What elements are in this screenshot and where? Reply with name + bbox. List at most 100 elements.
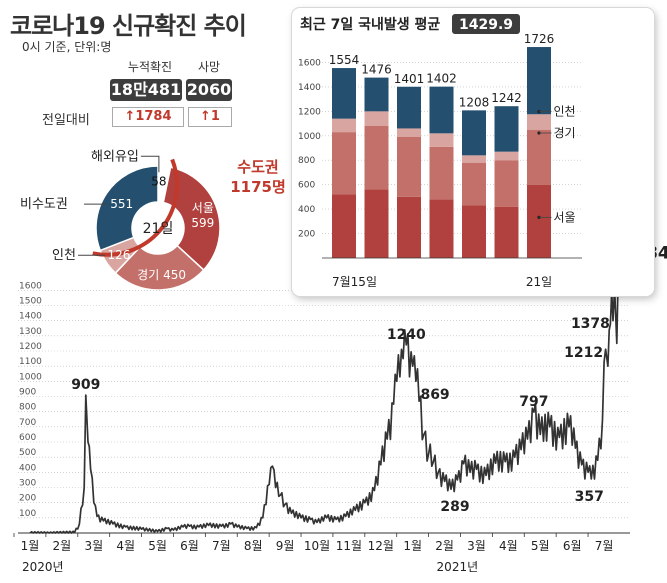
x-tick-label: 1월 (403, 539, 422, 553)
x-tick-label: 12월 (368, 539, 394, 553)
bar-segment (462, 205, 486, 258)
bar-segment (429, 146, 454, 200)
y-tick-label: 1400 (19, 312, 42, 322)
slice-label: 서울 (192, 201, 214, 215)
y-tick-label: 700 (19, 418, 36, 428)
bar-total-label: 1402 (426, 72, 457, 86)
slice-value: 126 (108, 248, 131, 262)
recent-7day-bar-chart: 최근 7일 국내발생 평균 1429.9 200 400 600 800 1000 1200 1… (298, 14, 582, 289)
cumulative-delta: ↑1784 (112, 107, 184, 127)
y-tick-label: 1500 (19, 297, 42, 307)
x-tick-label: 4월 (499, 539, 518, 553)
bar-total-label: 1208 (459, 95, 490, 109)
y-tick-label: 1600 (19, 281, 42, 291)
bar-segment (527, 114, 551, 130)
x-tick-label: 8월 (244, 539, 263, 553)
bar-segment (527, 184, 551, 258)
average-pill (452, 14, 520, 34)
x-tick-label: 6월 (180, 539, 199, 553)
chart-title: 코로나19 신규확진 추이 (10, 6, 247, 41)
bar-total-label: 1554 (329, 53, 360, 67)
bar-segment (397, 128, 421, 137)
capital-area-ring (92, 158, 179, 257)
bar-segment (494, 106, 519, 152)
bar-total-label: 1401 (394, 72, 425, 86)
y-tick-label: 1000 (19, 372, 42, 382)
x-tick-label: 21일 (526, 275, 552, 289)
leader-line (140, 155, 160, 173)
bar-segment (494, 151, 519, 161)
bar-segment (332, 68, 356, 119)
y-tick-label: 1300 (19, 327, 42, 337)
slice-label: 비수도권 (20, 197, 68, 212)
x-tick-label: 9월 (276, 539, 295, 553)
y-tick-label: 400 (19, 463, 36, 473)
bar-total-label: 1476 (361, 63, 392, 77)
x-tick-label: 2월 (435, 539, 454, 553)
y-tick-label: 800 (298, 156, 315, 166)
slice-label: 해외유입 (91, 149, 139, 164)
bar-segment (397, 86, 421, 129)
subtitle: 0시 기준, 단위:명 (22, 40, 112, 54)
bar-segment (364, 126, 389, 190)
y-tick-label: 400 (298, 205, 315, 215)
bar-segment (332, 118, 356, 133)
year-label: 2021년 (437, 560, 479, 574)
bar-total-label: 1242 (491, 91, 522, 105)
x-tick-label: 5월 (531, 539, 550, 553)
slice-value: 599 (191, 216, 214, 230)
y-tick-label: 1600 (298, 58, 321, 68)
title-main: 신규확진 추이 (112, 12, 247, 40)
data-label: 869 (420, 387, 449, 403)
y-tick-label: 300 (19, 479, 36, 489)
data-label: 1212 (564, 345, 603, 361)
bar-segment (397, 196, 421, 258)
x-tick-label: 1월 (21, 539, 40, 553)
x-tick-label: 3월 (467, 539, 486, 553)
cumulative-label: 누적확진 (127, 60, 173, 74)
bar-total-label: 1726 (524, 32, 555, 46)
x-tick-label: 10월 (304, 539, 330, 553)
x-tick-label: 7월15일 (332, 275, 377, 289)
x-tick-label: 7월 (595, 539, 614, 553)
recent-7day-panel: 최근 7일 국내발생 평균 1429.9 200 400 600 800 1000 1200 1… (292, 8, 654, 296)
capital-label: 수도권 (237, 158, 278, 176)
y-tick-label: 500 (19, 448, 36, 458)
bar-segment (364, 189, 389, 258)
x-tick-label: 5월 (148, 539, 167, 553)
bar-segment (462, 155, 486, 163)
y-tick-label: 1100 (19, 357, 42, 367)
data-label: 797 (519, 394, 548, 410)
legend-label: 서울 (554, 210, 576, 224)
bar-segment (429, 86, 454, 134)
average-value: 1429.9 (459, 17, 513, 33)
legend-label: 경기 (554, 126, 576, 140)
data-label: 909 (71, 377, 100, 393)
bar-segment (429, 133, 454, 147)
y-tick-label: 600 (19, 433, 36, 443)
inset-title: 최근 7일 국내발생 평균 (300, 16, 440, 33)
deaths-delta: ↑1 (188, 107, 232, 127)
slice-label: 경기 450 (137, 268, 186, 282)
y-tick-label: 800 (19, 403, 36, 413)
x-tick-label: 2월 (53, 539, 72, 553)
deaths-value: 2060 (186, 79, 232, 101)
bar-segment (462, 162, 486, 206)
x-tick-label: 4월 (116, 539, 135, 553)
cumulative-value: 18만481 (110, 79, 182, 101)
bar-segment (527, 47, 551, 115)
donut-slice (114, 244, 205, 290)
y-tick-label: 900 (19, 388, 36, 398)
deaths-label: 사망 (197, 60, 221, 74)
y-tick-label: 1200 (19, 342, 42, 352)
slice-value: 58 (151, 174, 166, 188)
y-tick-label: 100 (19, 509, 36, 519)
bar-segment (332, 194, 356, 258)
title-prefix: 코로나19 (10, 12, 112, 40)
bar-segment (332, 132, 356, 195)
data-label: 1240 (387, 327, 426, 343)
bar-segment (364, 111, 389, 126)
y-tick-label: 1000 (298, 132, 321, 142)
series-line (29, 262, 620, 534)
